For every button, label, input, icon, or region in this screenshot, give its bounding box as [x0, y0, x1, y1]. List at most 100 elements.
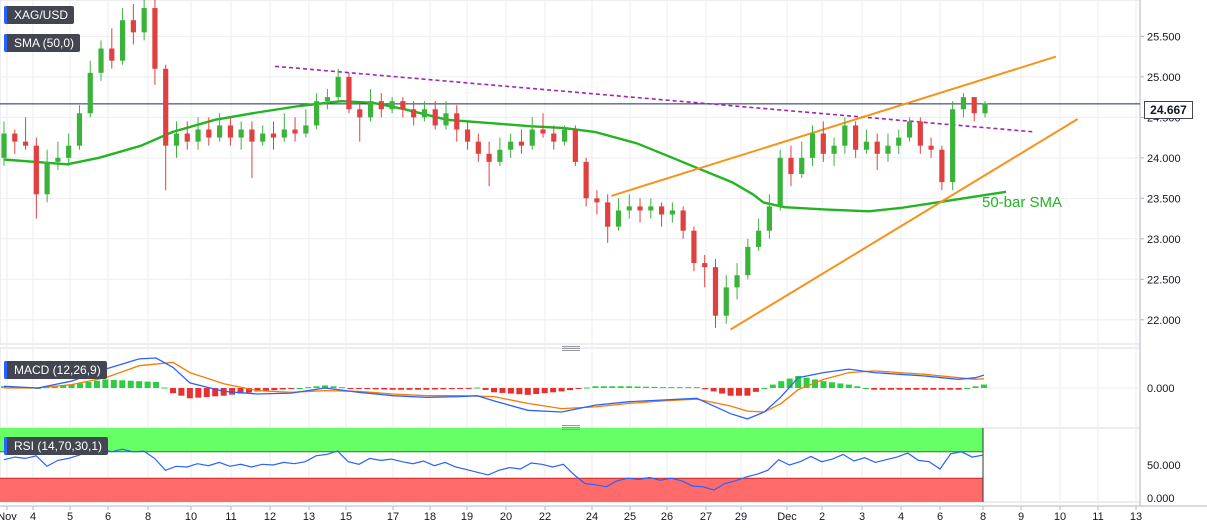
candle — [475, 133, 481, 162]
symbol-label[interactable]: XAG/USD — [4, 6, 75, 24]
candle-body — [648, 206, 654, 211]
candle-body — [270, 133, 277, 138]
macd-histogram-bar — [727, 388, 734, 396]
candle — [982, 101, 988, 118]
candle-body — [12, 133, 18, 142]
candle — [712, 259, 719, 328]
candle — [723, 275, 729, 324]
x-tick-label: 9 — [1018, 511, 1024, 523]
macd-histogram-bar — [178, 388, 185, 396]
macd-tick-label: 0.000 — [1147, 383, 1175, 395]
candle-body — [842, 125, 848, 146]
candle-body — [712, 267, 719, 316]
macd-histogram-bar — [381, 388, 388, 390]
candle-body — [605, 202, 611, 227]
candle — [152, 0, 158, 85]
candle-body — [411, 109, 417, 118]
macd-histogram-bar — [879, 388, 886, 390]
candle-body — [766, 206, 772, 231]
candle-body — [324, 97, 331, 102]
macd-histogram-bar — [246, 388, 252, 393]
macd-histogram-bar — [558, 388, 565, 392]
macd-histogram-bar — [592, 386, 599, 388]
candle-body — [443, 113, 449, 126]
macd-histogram-bar — [203, 388, 210, 397]
sma-indicator-label[interactable]: SMA (50,0) — [4, 34, 81, 52]
macd-histogram-bar — [237, 388, 244, 394]
candle-body — [540, 129, 546, 134]
candle-body — [756, 230, 762, 247]
candle — [12, 129, 18, 154]
rsi-indicator-label[interactable]: RSI (14,70,30,1) — [4, 437, 109, 455]
macd-histogram-bar — [431, 388, 438, 390]
candle-body — [745, 246, 751, 276]
candle-body — [874, 141, 880, 154]
candle — [432, 101, 438, 130]
candle — [669, 202, 675, 223]
macd-histogram-bar — [389, 388, 396, 390]
macd-histogram-bar — [414, 388, 421, 390]
candle — [831, 137, 837, 166]
candle-body — [723, 287, 729, 316]
pane-resize-handle-rsi[interactable] — [562, 425, 580, 431]
macd-histogram-bar — [845, 384, 852, 388]
macd-histogram-bar — [119, 380, 126, 388]
macd-histogram-bar — [153, 382, 160, 388]
candle — [33, 137, 39, 219]
candle — [551, 125, 557, 150]
macd-histogram-bar — [888, 388, 895, 390]
macd-histogram-bar — [347, 388, 354, 389]
descending-resistance-line — [275, 65, 1035, 133]
x-tick-label: 13 — [1130, 511, 1142, 523]
y-tick-label: 24.000 — [1147, 153, 1181, 165]
candle — [22, 117, 29, 150]
sma-annotation: 50-bar SMA — [982, 194, 1063, 211]
candle — [464, 121, 471, 150]
candle-body — [217, 125, 223, 138]
macd-histogram-bar — [136, 381, 143, 388]
macd-histogram-bar — [693, 387, 700, 389]
macd-histogram-bar — [752, 388, 759, 392]
main-pane-frame — [0, 0, 1141, 345]
candle-body — [195, 129, 201, 142]
candle-body — [76, 113, 83, 146]
candle-body — [87, 72, 93, 114]
candle-body — [464, 129, 471, 142]
pane-resize-handle-macd[interactable] — [562, 346, 580, 352]
candle-body — [572, 129, 578, 162]
x-tick-label: 19 — [461, 511, 473, 523]
macd-histogram-bar — [921, 388, 928, 390]
candle-body — [335, 76, 341, 98]
macd-histogram-bar — [955, 388, 962, 390]
macd-histogram-bar — [330, 386, 337, 388]
candle — [400, 97, 406, 118]
macd-line — [3, 357, 985, 420]
candle-body — [98, 48, 104, 73]
last-price-tag: 24.667 — [1144, 101, 1193, 119]
macd-histogram-bar — [862, 388, 869, 389]
candle — [756, 218, 762, 251]
candle — [173, 121, 180, 158]
macd-indicator-label[interactable]: MACD (12,26,9) — [4, 361, 107, 379]
macd-histogram-bar — [964, 388, 971, 389]
macd-histogram-bar — [144, 381, 151, 388]
macd-histogram-bar — [127, 380, 134, 388]
candle-body — [626, 206, 632, 211]
x-tick-label: 5 — [67, 511, 73, 523]
macd-signal-line — [4, 361, 985, 413]
candle — [561, 125, 568, 146]
x-tick-label: 29 — [735, 511, 747, 523]
macd-histogram-bar — [719, 388, 726, 394]
macd-histogram-bar — [195, 388, 202, 398]
candle — [615, 198, 622, 231]
macd-histogram-bar — [600, 386, 607, 388]
macd-histogram-bar — [659, 387, 666, 389]
candle — [572, 125, 578, 166]
candle-body — [421, 109, 428, 118]
x-tick-label: 26 — [661, 511, 673, 523]
candle-body — [863, 141, 870, 150]
candle — [885, 133, 891, 162]
candle — [389, 97, 395, 114]
